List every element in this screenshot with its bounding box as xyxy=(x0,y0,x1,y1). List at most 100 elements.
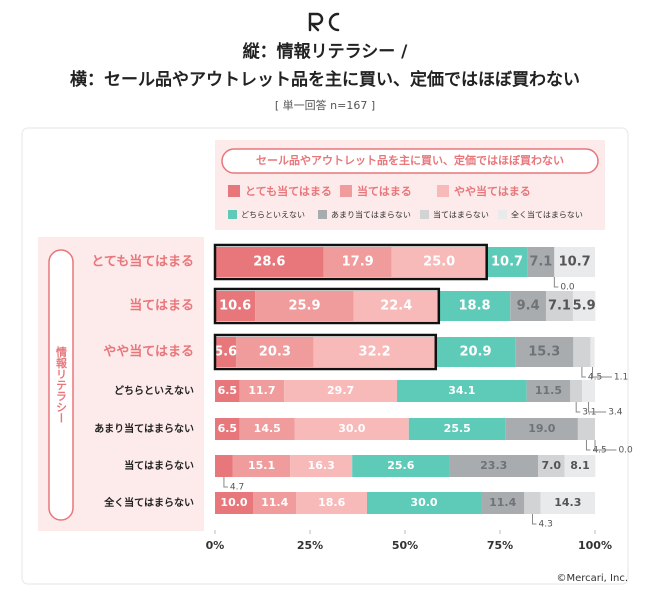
bar-segment xyxy=(538,455,565,477)
value-label: 15.3 xyxy=(528,345,560,360)
value-label: 14.5 xyxy=(254,422,281,435)
legend-label: どちらといえない xyxy=(241,211,305,220)
bar-segment xyxy=(486,247,528,277)
bar-segment xyxy=(481,492,525,514)
value-label: 25.0 xyxy=(423,255,455,270)
bar-segment xyxy=(215,418,240,440)
value-label: 11.4 xyxy=(489,496,516,509)
subtitle: [ 単一回答 n=167 ] xyxy=(275,98,375,112)
value-label: 20.9 xyxy=(459,345,491,360)
x-tick-label: 75% xyxy=(487,539,513,552)
bar-segment xyxy=(573,337,591,367)
category-label: とても当てはまる xyxy=(91,254,194,270)
bar-segment xyxy=(367,492,481,514)
legend-swatch xyxy=(420,210,429,219)
bar-segment xyxy=(570,380,583,402)
bar-segment xyxy=(215,455,233,477)
bar-segment xyxy=(215,492,253,514)
bar-segment xyxy=(554,247,595,277)
bar-segment xyxy=(524,492,541,514)
category-label: やや当てはまる xyxy=(103,344,194,360)
title-line: 縦：情報リテラシー / xyxy=(243,41,409,62)
value-label: 30.0 xyxy=(410,496,437,509)
bar-segment xyxy=(313,337,436,367)
bar-segment xyxy=(572,291,596,321)
bar-segment xyxy=(540,492,595,514)
bar-segment xyxy=(449,455,538,477)
legend-label: 当てはまる xyxy=(357,184,412,198)
legend-title: セール品やアウトレット品を主に買い、定価ではほぼ買わない xyxy=(256,153,564,167)
bar-segment xyxy=(438,291,511,321)
value-label: 25.5 xyxy=(444,422,471,435)
bar-segment xyxy=(505,418,578,440)
value-label: 0.0 xyxy=(560,283,575,293)
category-label: 全く当てはまらない xyxy=(103,496,194,509)
legend-label: 全く当てはまらない xyxy=(511,210,583,220)
value-label: 22.4 xyxy=(380,299,412,314)
value-label: 20.3 xyxy=(259,345,291,360)
value-label: 11.5 xyxy=(535,384,562,397)
value-label: 17.9 xyxy=(342,255,374,270)
callout-line xyxy=(585,440,591,451)
bar-segment xyxy=(232,455,291,477)
bar-segment xyxy=(526,380,571,402)
legend-swatch xyxy=(437,185,449,197)
value-label: 15.1 xyxy=(248,459,275,472)
legend-title-pill xyxy=(221,148,599,174)
value-label: 29.7 xyxy=(327,384,354,397)
value-label: 10.7 xyxy=(491,255,523,270)
value-label: 10.0 xyxy=(220,496,247,509)
bar-segment xyxy=(577,418,595,440)
legend-label: やや当てはまる xyxy=(454,184,531,198)
value-label: 5.9 xyxy=(573,299,596,314)
bar-segment xyxy=(294,418,409,440)
value-label: 7.0 xyxy=(542,459,562,472)
value-label: 4.7 xyxy=(230,483,244,493)
bar-segment xyxy=(215,380,240,402)
bar-segment xyxy=(582,380,595,402)
legend-swatch xyxy=(340,185,352,197)
callout-line xyxy=(553,277,559,288)
value-label: 18.6 xyxy=(318,496,345,509)
value-label: 25.9 xyxy=(288,299,320,314)
callout-line xyxy=(575,402,581,413)
value-label: 5.6 xyxy=(214,345,237,360)
bar-segment xyxy=(253,492,297,514)
legend-label: 当てはまらない xyxy=(433,210,489,220)
bar-segment xyxy=(236,337,314,367)
footer: ©Mercari, Inc. xyxy=(556,573,628,584)
bar-segment xyxy=(296,492,367,514)
callout-line xyxy=(531,514,537,525)
bar-segment xyxy=(290,455,353,477)
value-label: 30.0 xyxy=(338,422,365,435)
value-label: 6.5 xyxy=(218,422,238,435)
callout-line xyxy=(581,367,586,378)
value-label: 11.7 xyxy=(248,384,275,397)
bar-segment xyxy=(239,418,295,440)
legend-swatch xyxy=(498,210,507,219)
legend-swatch xyxy=(318,210,327,219)
bar-segment xyxy=(515,337,574,367)
value-label: 3.4 xyxy=(608,408,623,418)
bar-segment xyxy=(215,337,237,367)
x-tick-label: 100% xyxy=(578,539,612,552)
value-label: 7.1 xyxy=(548,299,571,314)
value-label: 0.0 xyxy=(618,446,633,456)
bar-segment xyxy=(564,455,596,477)
highlight-box xyxy=(213,243,488,281)
bar-segment xyxy=(527,247,555,277)
bar-segment xyxy=(239,380,285,402)
logo xyxy=(308,12,340,32)
y-axis-label: 情報リテラシー xyxy=(55,345,68,423)
legend-swatch xyxy=(228,185,240,197)
category-label: 当てはまる xyxy=(129,298,194,314)
callout-line xyxy=(592,367,612,378)
value-label: 16.3 xyxy=(308,459,335,472)
callout-line xyxy=(588,402,607,413)
value-label: 8.1 xyxy=(570,459,590,472)
x-tick-label: 0% xyxy=(206,539,225,552)
bar-segment xyxy=(590,337,595,367)
x-tick-label: 50% xyxy=(392,539,418,552)
legend-swatch xyxy=(228,210,237,219)
